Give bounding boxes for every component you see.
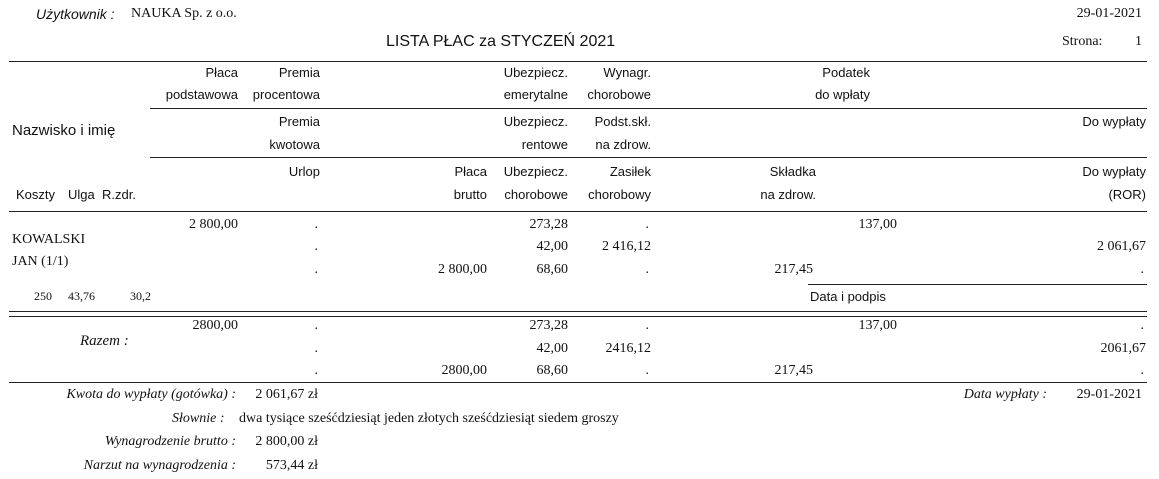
employee-koszty: 250 [34,289,52,303]
brutto-value: 2 800,00 zł [255,434,318,449]
divider [9,211,1147,212]
value-urlop: . [314,262,319,277]
total-skladka: 217,45 [774,363,814,378]
header-placa-brutto: brutto [453,187,487,202]
header-ub-emer: Ubezpiecz. [503,65,568,80]
total-ub-rent: 42,00 [536,341,569,356]
value-ub-rent: 42,00 [536,239,569,254]
employee-name: JAN (1/1) [12,254,69,269]
kwota-label: Kwota do wypłaty (gotówka) : [66,387,236,402]
value-placa-podst: 2 800,00 [189,217,238,232]
header-wyn-chor: chorobowe [587,87,651,102]
header-premia-proc: Premia [278,65,320,80]
employee-ulga: 43,76 [68,289,95,303]
print-date: 29-01-2021 [1076,6,1142,21]
header-do-wyplaty-ror: (ROR) [1108,187,1146,202]
header-koszty: Koszty [16,187,56,202]
employee-rzdr: 30,2 [130,289,151,303]
header-ulga: Ulga [68,187,95,202]
header-zasilek: chorobowy [588,187,651,202]
value-podatek: 137,00 [858,217,898,232]
total-wyn-chor: . [645,318,650,333]
value-premia-kwot: . [314,239,319,254]
header-do-wyplaty: Do wypłaty [1082,114,1146,129]
header-zasilek: Zasiłek [609,164,651,179]
header-do-wyplaty-ror: Do wypłaty [1082,164,1146,179]
value-placa-brutto: 2 800,00 [438,262,487,277]
total-podst-skl: 2416,12 [605,341,652,356]
page-number: 1 [1135,34,1142,49]
user-value: NAUKA Sp. z o.o. [131,6,237,21]
header-ub-rent: Ubezpiecz. [503,114,568,129]
header-name: Nazwisko i imię [12,122,116,139]
header-premia-kwot: Premia [278,114,320,129]
header-urlop: Urlop [288,164,320,179]
signature-label: Data i podpis [810,289,886,304]
total-do-wyplaty: 2061,67 [1100,341,1147,356]
header-ub-emer: emerytalne [503,87,568,102]
total-premia-kwot: . [314,341,319,356]
value-podst-skl: 2 416,12 [602,239,651,254]
total-placa-podst: 2800,00 [192,318,239,333]
header-premia-kwot: kwotowa [269,137,320,152]
value-wyn-chor: . [645,217,650,232]
value-ub-emer: 273,28 [529,217,569,232]
total-dot: . [1140,318,1145,333]
value-ub-chor: 68,60 [536,262,569,277]
divider [9,316,1147,317]
employee-surname: KOWALSKI [12,232,86,247]
header-podatek: do wpłaty [815,87,870,102]
page-title: LISTA PŁAC za STYCZEŃ 2021 [386,33,616,50]
header-podst-skl: na zdrow. [595,137,651,152]
total-do-wyplaty-ror: . [1140,363,1145,378]
divider [9,311,1147,312]
header-placa-podst: Płaca [205,65,238,80]
signature-line [808,284,1147,285]
data-wyplaty-value: 29-01-2021 [1076,387,1142,402]
total-premia-proc: . [314,318,319,333]
divider [9,61,1147,62]
value-do-wyplaty-ror: . [1140,262,1145,277]
page-label: Strona: [1062,34,1103,49]
header-ub-rent: rentowe [521,137,568,152]
header-podst-skl: Podst.skł. [594,114,651,129]
value-zasilek: . [645,262,650,277]
narzut-value: 573,44 zł [265,458,318,473]
slownie-label: Słownie : [172,411,225,426]
value-premia-proc: . [314,217,319,232]
header-wyn-chor: Wynagr. [603,65,651,80]
header-ub-chor: Ubezpiecz. [503,164,568,179]
kwota-value: 2 061,67 zł [255,387,318,402]
totals-label: Razem : [80,333,129,349]
brutto-label: Wynagrodzenie brutto : [104,434,236,449]
header-rzdr: R.zdr. [102,187,136,202]
value-skladka: 217,45 [774,262,814,277]
total-ub-emer: 273,28 [529,318,569,333]
header-ub-chor: chorobowe [504,187,568,202]
data-wyplaty-label: Data wypłaty : [963,387,1047,402]
slownie-value: dwa tysiące sześćdziesiąt jeden złotych … [239,411,619,426]
header-premia-proc: procentowa [252,87,320,102]
total-urlop: . [314,363,319,378]
header-placa-brutto: Płaca [454,164,487,179]
header-placa-podst: podstawowa [165,87,238,102]
header-podatek: Podatek [822,65,870,80]
narzut-label: Narzut na wynagrodzenia : [83,458,236,473]
header-skladka: Składka [769,164,816,179]
value-do-wyplaty: 2 061,67 [1097,239,1146,254]
user-label: Użytkownik : [36,6,115,22]
total-ub-chor: 68,60 [536,363,569,378]
divider [150,157,1147,158]
header-skladka: na zdrow. [760,187,816,202]
total-podatek: 137,00 [858,318,898,333]
divider [150,108,1147,109]
divider [9,382,1147,383]
total-placa-brutto: 2800,00 [441,363,488,378]
total-zasilek: . [645,363,650,378]
